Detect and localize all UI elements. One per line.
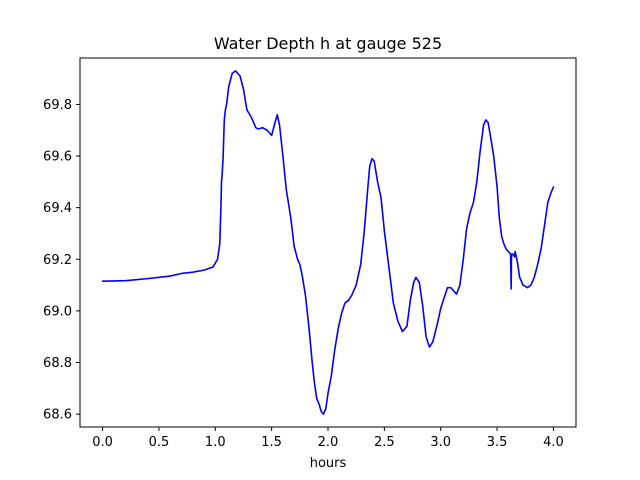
y-tick-label: 68.8 bbox=[43, 356, 72, 371]
x-tick-label: 1.0 bbox=[205, 435, 226, 450]
y-tick-label: 69.6 bbox=[43, 150, 72, 165]
plot-area bbox=[101, 70, 555, 415]
x-axis-label: hours bbox=[310, 456, 347, 471]
x-axis: 0.0 0.5 1.0 1.5 2.0 2.5 3.0 3.5 4.0 bbox=[92, 427, 564, 450]
x-tick-label: 4.0 bbox=[543, 435, 564, 450]
x-tick-label: 3.0 bbox=[430, 435, 451, 450]
series-line bbox=[101, 70, 555, 415]
y-tick-label: 69.2 bbox=[43, 253, 72, 268]
x-tick-label: 2.0 bbox=[318, 435, 339, 450]
y-tick-label: 69.8 bbox=[43, 98, 72, 113]
x-tick-label: 3.5 bbox=[487, 435, 508, 450]
y-tick-label: 69.4 bbox=[43, 201, 72, 216]
x-tick-label: 1.5 bbox=[261, 435, 282, 450]
y-tick-label: 69.0 bbox=[43, 304, 72, 319]
y-tick-label: 68.6 bbox=[43, 408, 72, 423]
x-tick-label: 0.0 bbox=[92, 435, 113, 450]
y-axis: 68.6 68.8 69.0 69.2 69.4 69.6 69.8 bbox=[43, 98, 80, 423]
x-tick-label: 0.5 bbox=[149, 435, 170, 450]
chart-title: Water Depth h at gauge 525 bbox=[214, 34, 442, 53]
x-tick-label: 2.5 bbox=[374, 435, 395, 450]
